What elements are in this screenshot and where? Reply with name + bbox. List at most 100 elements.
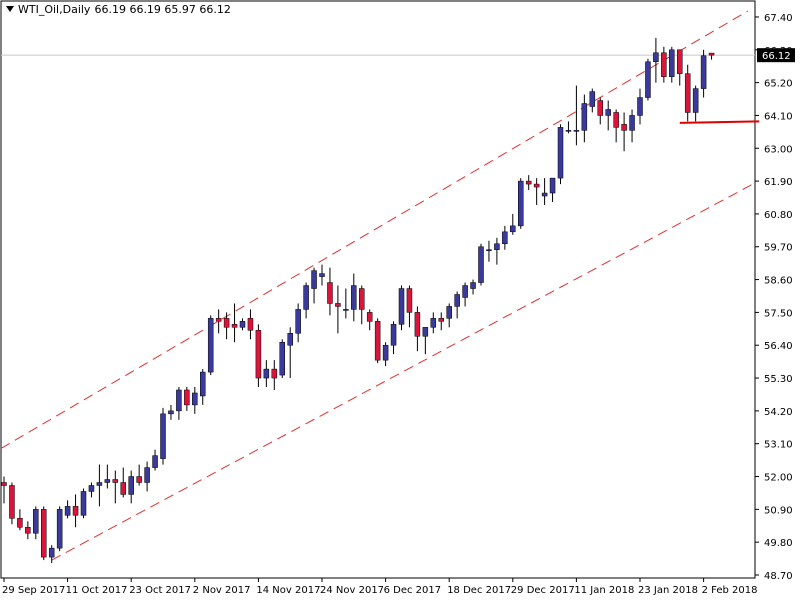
candle-body — [613, 112, 619, 128]
candle-body — [303, 285, 309, 310]
candle-body — [152, 455, 158, 468]
chart-title-bar: WTI_Oil,Daily 66.19 66.19 65.97 66.12 — [6, 3, 235, 16]
candle-body — [525, 180, 532, 185]
candle-body — [1, 482, 7, 486]
candle-body — [112, 479, 119, 483]
current-price-box — [757, 48, 795, 63]
symbol-label: WTI_Oil,Daily — [18, 3, 91, 16]
candle-body — [25, 527, 31, 534]
y-tick-label: 58.60 — [764, 276, 793, 287]
y-tick-label: 67.40 — [764, 13, 793, 24]
candle-body — [56, 509, 63, 549]
candle-body — [184, 389, 190, 406]
candle-body — [88, 485, 95, 492]
candle-body — [557, 127, 564, 179]
x-tick-label: 14 Nov 2017 — [256, 585, 320, 596]
candle-body — [200, 371, 206, 397]
y-tick-label: 49.80 — [764, 538, 793, 549]
candle-body — [351, 285, 357, 310]
candle-body — [677, 49, 683, 74]
candle-body — [311, 270, 317, 289]
channel-lower-line[interactable] — [51, 182, 756, 561]
candle-body — [438, 318, 444, 322]
candle-body — [637, 97, 643, 116]
candle-body — [645, 61, 651, 98]
candle-body — [565, 130, 572, 132]
candle-body — [215, 318, 222, 322]
candle-body — [168, 410, 174, 415]
candle-body — [120, 482, 126, 495]
candle-body — [327, 282, 333, 304]
candle-body — [478, 246, 484, 283]
candle-body — [462, 285, 468, 298]
candle-body — [33, 509, 39, 534]
candle-body — [708, 52, 715, 56]
candle-body — [374, 321, 381, 361]
candle-body — [669, 49, 675, 77]
candle-body — [684, 73, 691, 113]
candle-body — [486, 249, 492, 251]
candle-body — [263, 368, 270, 379]
y-tick-label: 65.20 — [764, 79, 793, 90]
candle-body — [629, 115, 635, 131]
plot-area[interactable] — [0, 0, 756, 579]
candle-body — [104, 479, 111, 483]
y-tick-label: 64.10 — [764, 111, 793, 122]
candle-body — [239, 321, 246, 328]
ohlc-values: 66.19 66.19 65.97 66.12 — [94, 3, 231, 16]
y-tick-label: 52.00 — [764, 473, 793, 484]
candle-body — [518, 180, 524, 227]
candle-body — [247, 318, 254, 331]
candle-body — [454, 294, 460, 307]
candle-body — [287, 333, 293, 346]
candle-body — [223, 318, 230, 328]
candle-body — [231, 324, 238, 328]
x-tick-label: 18 Dec 2017 — [447, 585, 511, 596]
y-tick-label: 61.90 — [764, 177, 793, 188]
candle-body — [176, 389, 182, 412]
candle-body — [17, 518, 23, 528]
candle-body — [9, 485, 15, 519]
candle-body — [136, 476, 142, 483]
candle-body — [335, 303, 341, 307]
candle-body — [72, 506, 79, 516]
candle-body — [295, 309, 301, 334]
y-tick-label: 57.50 — [764, 308, 793, 319]
support-line[interactable] — [679, 120, 760, 124]
x-tick-label: 6 Dec 2017 — [384, 585, 442, 596]
y-tick-label: 59.70 — [764, 243, 793, 254]
y-tick-label: 55.30 — [764, 374, 793, 385]
x-tick-label: 24 Nov 2017 — [320, 585, 384, 596]
candle-body — [573, 130, 580, 132]
y-tick-label: 53.10 — [764, 440, 793, 451]
candle-body — [279, 341, 285, 376]
candle-body — [470, 282, 476, 289]
candle-body — [581, 103, 588, 131]
candle-body — [446, 306, 452, 319]
x-tick-label: 11 Oct 2017 — [66, 585, 128, 596]
x-tick-label: 29 Sep 2017 — [2, 585, 65, 596]
candle-body — [589, 91, 596, 107]
candle-body — [510, 225, 516, 233]
candle-body — [48, 547, 55, 558]
x-tick-label: 29 Dec 2017 — [511, 585, 575, 596]
y-tick-label: 56.40 — [764, 341, 793, 352]
candle-body — [653, 52, 659, 62]
candle-body — [414, 312, 421, 337]
candle-body — [96, 482, 103, 486]
candle-body — [64, 506, 71, 516]
candle-body — [319, 273, 325, 277]
x-tick-label: 2 Nov 2017 — [193, 585, 251, 596]
candle-body — [128, 476, 134, 495]
candle-body — [41, 509, 47, 558]
x-tick-label: 23 Jan 2018 — [638, 585, 698, 596]
candle-body — [692, 88, 699, 113]
y-tick-label: 50.90 — [764, 505, 793, 516]
candle-body — [398, 288, 405, 325]
x-tick-label: 2 Feb 2018 — [702, 585, 758, 596]
channel-upper-line[interactable] — [0, 10, 749, 449]
x-tick-label: 23 Oct 2017 — [129, 585, 191, 596]
candle-body — [390, 324, 397, 346]
